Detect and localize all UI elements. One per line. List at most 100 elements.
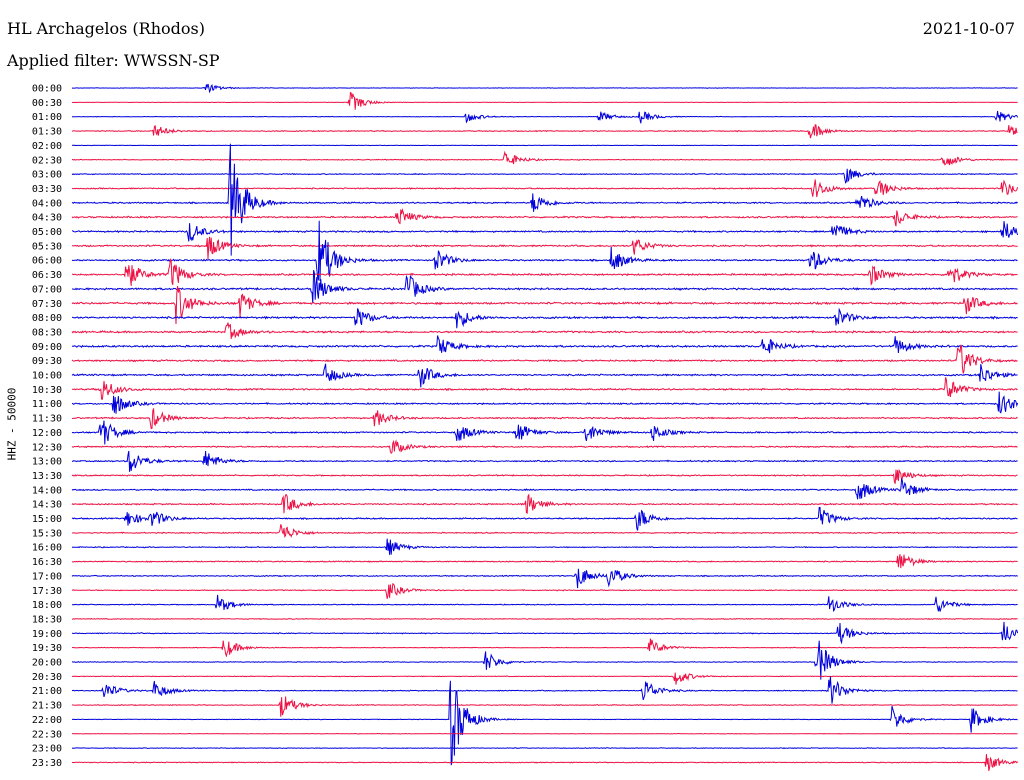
time-tick-label: 04:30: [32, 213, 62, 224]
time-tick-label: 13:30: [32, 471, 62, 482]
trace-line: [71, 391, 1019, 414]
time-tick-label: 23:00: [32, 744, 62, 755]
trace-line: [71, 478, 1018, 500]
date-label: 2021-10-07: [922, 19, 1015, 38]
trace-line: [71, 124, 1018, 139]
time-tick-label: 12:30: [32, 442, 62, 453]
trace-line: [71, 221, 1019, 242]
trace-line: [71, 538, 1018, 555]
time-tick-label: 11:00: [32, 399, 62, 410]
trace-line: [71, 91, 1018, 110]
trace-line: [71, 143, 1018, 256]
time-tick-label: 09:00: [32, 342, 62, 353]
trace-line: [71, 732, 1018, 735]
time-tick-label: 01:00: [32, 112, 62, 123]
trace-line: [71, 236, 1018, 260]
trace-group: [71, 83, 1019, 771]
time-tick-label: 16:30: [32, 557, 62, 568]
trace-line: [71, 335, 1018, 354]
time-tick-label: 18:00: [32, 600, 62, 611]
trace-line: [71, 554, 1018, 569]
time-tick-label: 02:00: [32, 141, 62, 152]
time-tick-label: 17:00: [32, 571, 62, 582]
trace-line: [71, 583, 1018, 599]
trace-line: [71, 568, 1018, 589]
trace-line: [71, 179, 1019, 198]
time-tick-label: 07:00: [32, 284, 62, 295]
trace-line: [72, 377, 1018, 400]
time-tick-label: 22:30: [32, 729, 62, 740]
trace-line: [71, 110, 1019, 124]
trace-line: [71, 439, 1018, 455]
time-tick-label: 08:30: [32, 327, 62, 338]
trace-line: [71, 269, 1018, 304]
time-tick-label: 06:00: [32, 256, 62, 267]
time-tick-label: 16:00: [32, 543, 62, 554]
trace-line: [71, 638, 1018, 658]
trace-line: [71, 258, 1018, 286]
trace-line: [71, 420, 1018, 445]
time-tick-label: 14:30: [32, 500, 62, 511]
trace-line: [71, 307, 1018, 329]
time-tick-label: 13:00: [32, 457, 62, 468]
trace-line: [72, 617, 1018, 620]
time-tick-label: 03:30: [32, 184, 62, 195]
time-tick-label: 18:30: [32, 614, 62, 625]
time-tick-label: 21:30: [32, 701, 62, 712]
time-tick-label: 02:30: [32, 155, 62, 166]
trace-line: [71, 747, 1018, 750]
time-tick-label: 19:00: [32, 629, 62, 640]
trace-line: [71, 468, 1018, 484]
trace-line: [71, 150, 1018, 166]
time-tick-label: 11:30: [32, 414, 62, 425]
trace-line: [71, 285, 1018, 325]
time-tick-label: 01:30: [32, 127, 62, 138]
trace-line: [71, 363, 1018, 388]
time-tick-label: 10:30: [32, 385, 62, 396]
trace-line: [71, 450, 1018, 472]
trace-line: [72, 524, 1018, 538]
time-tick-label: 17:30: [32, 586, 62, 597]
time-tick-label: 19:30: [32, 643, 62, 654]
time-tick-label: 14:00: [32, 485, 62, 496]
time-tick-label: 23:30: [32, 758, 62, 769]
time-tick-label: 05:00: [32, 227, 62, 238]
trace-line: [71, 672, 1018, 685]
time-tick-label: 00:30: [32, 98, 62, 109]
station-title: HL Archagelos (Rhodos): [7, 19, 205, 38]
trace-line: [71, 83, 1018, 94]
time-tick-label: 20:00: [32, 658, 62, 669]
time-tick-label: 06:30: [32, 270, 62, 281]
time-tick-group: 00:00 00:30 01:00 01:30 02:00 02:30 03:00 03:30…: [32, 84, 62, 769]
trace-line: [71, 493, 1018, 514]
trace-line: [71, 168, 1018, 184]
trace-line: [71, 676, 1018, 704]
time-tick-label: 15:30: [32, 528, 62, 539]
trace-line: [71, 506, 1018, 531]
trace-line: [72, 621, 1019, 645]
time-tick-label: 04:00: [32, 198, 62, 209]
time-tick-label: 10:00: [32, 371, 62, 382]
time-tick-label: 07:30: [32, 299, 62, 310]
trace-line: [71, 594, 1018, 613]
trace-line: [71, 640, 1018, 680]
time-tick-label: 08:00: [32, 313, 62, 324]
time-tick-label: 20:30: [32, 672, 62, 683]
time-tick-label: 21:00: [32, 686, 62, 697]
filter-label: Applied filter: WWSSN-SP: [7, 51, 220, 70]
trace-line: [71, 754, 1019, 771]
time-tick-label: 00:00: [32, 84, 62, 95]
time-tick-label: 09:30: [32, 356, 62, 367]
time-tick-label: 03:00: [32, 170, 62, 181]
trace-line: [71, 220, 1018, 282]
time-tick-label: 15:00: [32, 514, 62, 525]
time-tick-label: 05:30: [32, 241, 62, 252]
trace-line: [71, 322, 1018, 339]
trace-line: [71, 344, 1018, 374]
trace-line: [72, 680, 1018, 766]
trace-line: [71, 696, 1018, 717]
trace-line: [71, 207, 1018, 227]
time-tick-label: 22:00: [32, 715, 62, 726]
